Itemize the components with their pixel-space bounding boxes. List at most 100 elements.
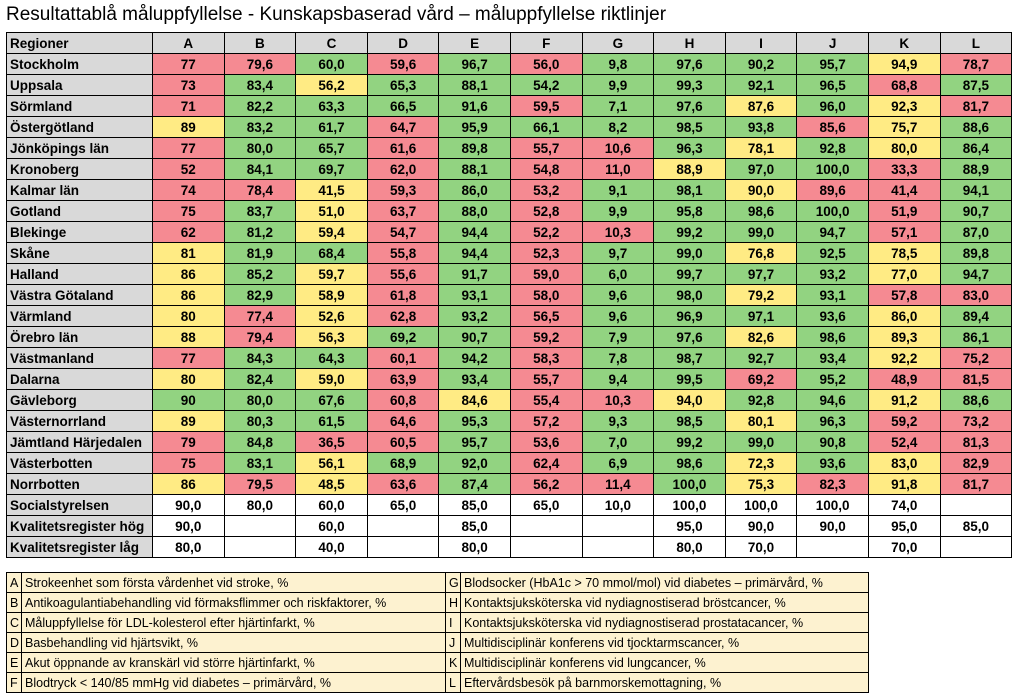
reference-name: Socialstyrelsen xyxy=(6,494,153,516)
value-cell: 59,2 xyxy=(509,326,583,348)
value-cell: 7,0 xyxy=(581,431,655,453)
region-name: Kronoberg xyxy=(6,158,153,180)
region-name: Dalarna xyxy=(6,368,153,390)
region-name: Värmland xyxy=(6,305,153,327)
value-cell: 88,1 xyxy=(438,158,511,180)
reference-cell xyxy=(509,536,583,558)
value-cell: 93,4 xyxy=(438,368,511,390)
value-cell: 69,7 xyxy=(295,158,368,180)
region-name: Västerbotten xyxy=(6,452,153,474)
value-cell: 61,6 xyxy=(366,137,440,159)
column-header: I xyxy=(724,32,798,54)
value-cell: 81 xyxy=(152,242,225,264)
value-cell: 58,3 xyxy=(509,347,583,369)
reference-cell: 60,0 xyxy=(295,515,368,537)
value-cell: 7,9 xyxy=(581,326,655,348)
value-cell: 72,3 xyxy=(724,452,798,474)
table-row: Dalarna 80 82,4 59,0 63,9 93,4 55,7 9,4 99,5 69,2… xyxy=(6,368,1013,390)
table-row: Uppsala 73 83,4 56,2 65,3 88,1 54,2 9,9 99,3 92,1… xyxy=(6,74,1013,96)
table-row: Blekinge 62 81,2 59,4 54,7 94,4 52,2 10,3 99,2 99… xyxy=(6,221,1013,243)
reference-row: Kvalitetsregister hög 90,0 60,0 85,0 95,0 90,… xyxy=(6,515,1013,537)
value-cell: 90,8 xyxy=(796,431,869,453)
legend-key: K xyxy=(445,652,461,673)
value-cell: 41,5 xyxy=(295,179,368,201)
column-header: J xyxy=(796,32,869,54)
table-row: Gävleborg 90 80,0 67,6 60,8 84,6 55,4 10,3 94,0 9… xyxy=(6,389,1013,411)
table-row: Västerbotten 75 83,1 56,1 68,9 92,0 62,4 6,9 98,… xyxy=(6,452,1013,474)
reference-cell: 74,0 xyxy=(867,494,941,516)
region-name: Västernorrland xyxy=(6,410,153,432)
region-name: Blekinge xyxy=(6,221,153,243)
value-cell: 93,1 xyxy=(438,284,511,306)
value-cell: 99,5 xyxy=(653,368,726,390)
value-cell: 89,4 xyxy=(939,305,1013,327)
value-cell: 59,4 xyxy=(295,221,368,243)
legend-key: E xyxy=(6,652,22,673)
value-cell: 52,6 xyxy=(295,305,368,327)
reference-cell xyxy=(581,536,655,558)
value-cell: 80,3 xyxy=(223,410,297,432)
region-name: Kalmar län xyxy=(6,179,153,201)
legend-text: Eftervårdsbesök på barnmorskemottagning,… xyxy=(460,672,869,693)
reference-name: Kvalitetsregister låg xyxy=(6,536,153,558)
value-cell: 80 xyxy=(152,368,225,390)
table-row: Sörmland 71 82,2 63,3 66,5 91,6 59,5 7,1 97,6 87,… xyxy=(6,95,1013,117)
legend-text: Blodtryck < 140/85 mmHg vid diabetes – p… xyxy=(21,672,446,693)
value-cell: 97,0 xyxy=(724,158,798,180)
region-name: Stockholm xyxy=(6,53,153,75)
value-cell: 77 xyxy=(152,137,225,159)
legend-key: D xyxy=(6,632,22,653)
region-name: Skåne xyxy=(6,242,153,264)
value-cell: 52,8 xyxy=(509,200,583,222)
value-cell: 94,1 xyxy=(939,179,1013,201)
value-cell: 33,3 xyxy=(867,158,941,180)
value-cell: 90,2 xyxy=(724,53,798,75)
value-cell: 92,8 xyxy=(796,137,869,159)
value-cell: 82,3 xyxy=(796,473,869,495)
value-cell: 92,7 xyxy=(724,347,798,369)
value-cell: 56,3 xyxy=(295,326,368,348)
reference-cell xyxy=(796,536,869,558)
value-cell: 83,4 xyxy=(223,74,297,96)
value-cell: 86,0 xyxy=(438,179,511,201)
value-cell: 61,8 xyxy=(366,284,440,306)
legend-text: Kontaktsjuksköterska vid nydiagnostisera… xyxy=(460,592,869,613)
value-cell: 68,4 xyxy=(295,242,368,264)
value-cell: 89,6 xyxy=(796,179,869,201)
value-cell: 94,4 xyxy=(438,242,511,264)
value-cell: 59,2 xyxy=(867,410,941,432)
value-cell: 79 xyxy=(152,431,225,453)
value-cell: 6,9 xyxy=(581,452,655,474)
table-body: Stockholm 77 79,6 60,0 59,6 96,7 56,0 9,8 97,6 90… xyxy=(6,53,1013,558)
column-header: H xyxy=(653,32,726,54)
value-cell: 99,7 xyxy=(653,263,726,285)
value-cell: 96,7 xyxy=(438,53,511,75)
value-cell: 97,6 xyxy=(653,53,726,75)
value-cell: 60,0 xyxy=(295,53,368,75)
table-row: Kronoberg 52 84,1 69,7 62,0 88,1 54,8 11,0 88,9 9… xyxy=(6,158,1013,180)
value-cell: 79,2 xyxy=(724,284,798,306)
value-cell: 73,2 xyxy=(939,410,1013,432)
reference-cell: 100,0 xyxy=(653,494,726,516)
value-cell: 86 xyxy=(152,263,225,285)
value-cell: 58,9 xyxy=(295,284,368,306)
value-cell: 84,8 xyxy=(223,431,297,453)
value-cell: 98,7 xyxy=(653,347,726,369)
value-cell: 92,1 xyxy=(724,74,798,96)
value-cell: 60,8 xyxy=(366,389,440,411)
reference-cell: 90,0 xyxy=(796,515,869,537)
value-cell: 80 xyxy=(152,305,225,327)
value-cell: 77,0 xyxy=(867,263,941,285)
value-cell: 87,4 xyxy=(438,473,511,495)
value-cell: 98,6 xyxy=(796,326,869,348)
value-cell: 69,2 xyxy=(366,326,440,348)
value-cell: 87,6 xyxy=(724,95,798,117)
region-name: Örebro län xyxy=(6,326,153,348)
value-cell: 88,9 xyxy=(653,158,726,180)
value-cell: 59,5 xyxy=(509,95,583,117)
value-cell: 88,0 xyxy=(438,200,511,222)
value-cell: 80,0 xyxy=(867,137,941,159)
reference-cell: 65,0 xyxy=(366,494,440,516)
value-cell: 9,8 xyxy=(581,53,655,75)
value-cell: 88,1 xyxy=(438,74,511,96)
